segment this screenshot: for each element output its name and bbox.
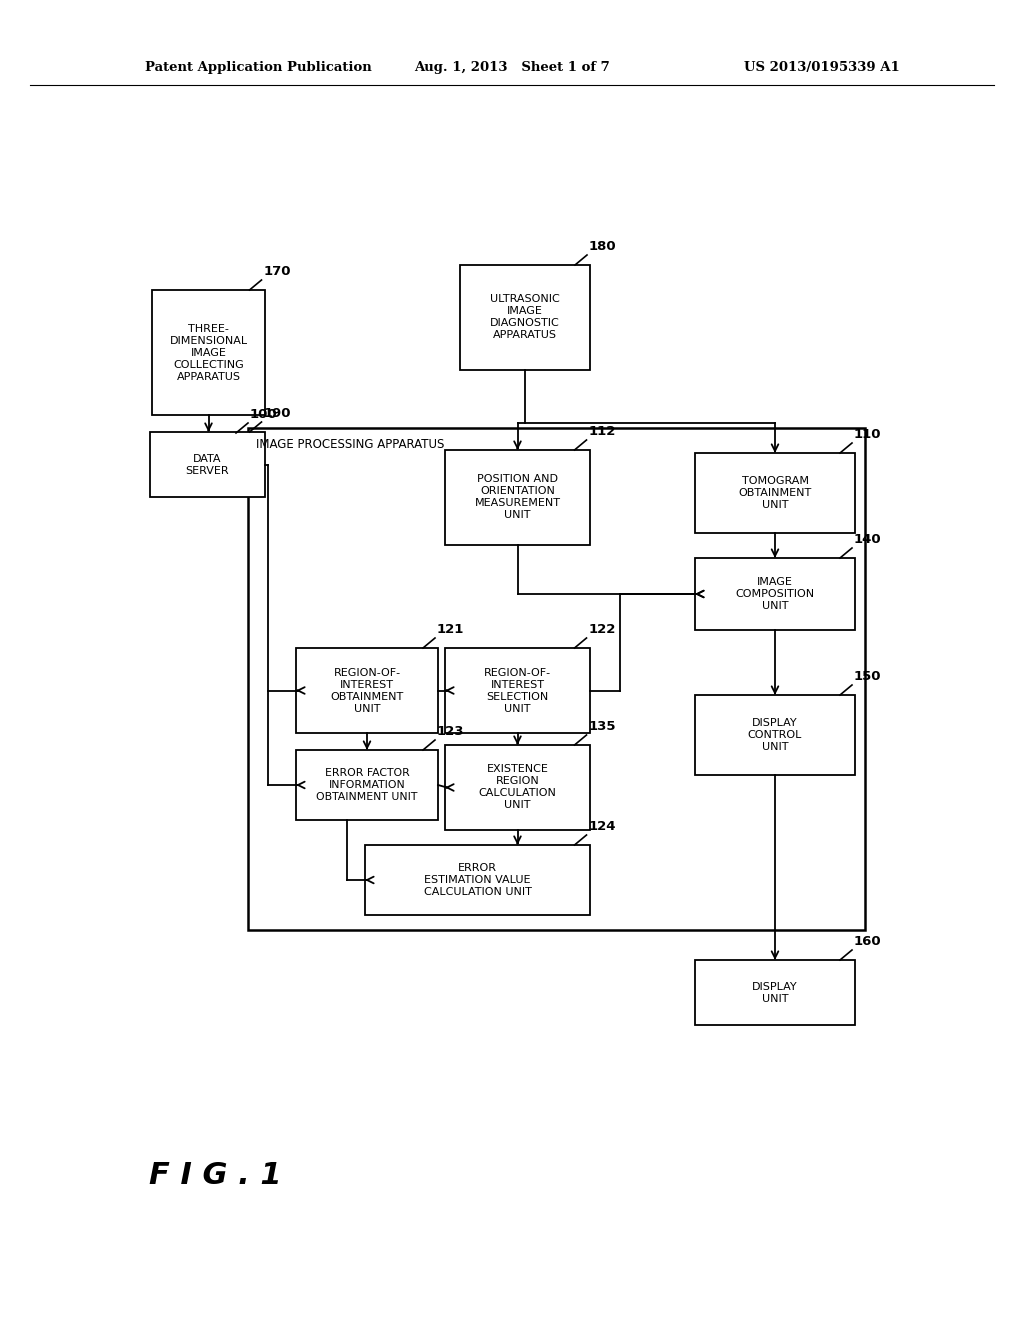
Text: 140: 140	[854, 533, 882, 546]
Text: 123: 123	[437, 725, 465, 738]
Bar	[296, 750, 438, 820]
Bar	[695, 960, 855, 1026]
Bar	[695, 453, 855, 533]
Text: 180: 180	[589, 240, 616, 253]
Text: 112: 112	[589, 425, 615, 438]
Bar	[248, 428, 865, 931]
Text: 190: 190	[263, 407, 291, 420]
Text: 170: 170	[263, 265, 291, 279]
Bar	[152, 290, 265, 414]
Text: ULTRASONIC
IMAGE
DIAGNOSTIC
APPARATUS: ULTRASONIC IMAGE DIAGNOSTIC APPARATUS	[490, 294, 560, 341]
Text: POSITION AND
ORIENTATION
MEASUREMENT
UNIT: POSITION AND ORIENTATION MEASUREMENT UNI…	[474, 474, 560, 520]
Text: IMAGE
COMPOSITION
UNIT: IMAGE COMPOSITION UNIT	[735, 577, 814, 611]
Text: 122: 122	[589, 623, 615, 636]
Bar	[150, 432, 265, 498]
Bar	[695, 696, 855, 775]
Bar	[445, 450, 590, 545]
Text: 135: 135	[589, 719, 616, 733]
Text: 121: 121	[437, 623, 464, 636]
Text: IMAGE PROCESSING APPARATUS: IMAGE PROCESSING APPARATUS	[256, 437, 444, 450]
Text: 124: 124	[589, 820, 616, 833]
Text: DISPLAY
UNIT: DISPLAY UNIT	[753, 982, 798, 1003]
Bar	[695, 558, 855, 630]
Bar	[365, 845, 590, 915]
Text: ERROR
ESTIMATION VALUE
CALCULATION UNIT: ERROR ESTIMATION VALUE CALCULATION UNIT	[424, 863, 531, 898]
Text: Aug. 1, 2013   Sheet 1 of 7: Aug. 1, 2013 Sheet 1 of 7	[414, 62, 610, 74]
Text: REGION-OF-
INTEREST
SELECTION
UNIT: REGION-OF- INTEREST SELECTION UNIT	[484, 668, 551, 714]
Text: DATA
SERVER: DATA SERVER	[185, 454, 229, 475]
Text: US 2013/0195339 A1: US 2013/0195339 A1	[744, 62, 900, 74]
Bar	[445, 648, 590, 733]
Bar	[296, 648, 438, 733]
Text: REGION-OF-
INTEREST
OBTAINMENT
UNIT: REGION-OF- INTEREST OBTAINMENT UNIT	[331, 668, 403, 714]
Text: TOMOGRAM
OBTAINMENT
UNIT: TOMOGRAM OBTAINMENT UNIT	[738, 477, 812, 510]
Text: DISPLAY
CONTROL
UNIT: DISPLAY CONTROL UNIT	[748, 718, 802, 752]
Text: F I G . 1: F I G . 1	[148, 1160, 282, 1189]
Text: ERROR FACTOR
INFORMATION
OBTAINMENT UNIT: ERROR FACTOR INFORMATION OBTAINMENT UNIT	[316, 768, 418, 803]
Text: EXISTENCE
REGION
CALCULATION
UNIT: EXISTENCE REGION CALCULATION UNIT	[478, 764, 556, 810]
Text: 110: 110	[854, 428, 882, 441]
Text: 150: 150	[854, 671, 882, 682]
Text: Patent Application Publication: Patent Application Publication	[145, 62, 372, 74]
Bar	[460, 265, 590, 370]
Text: THREE-
DIMENSIONAL
IMAGE
COLLECTING
APPARATUS: THREE- DIMENSIONAL IMAGE COLLECTING APPA…	[169, 323, 248, 381]
Text: 160: 160	[854, 935, 882, 948]
Text: 100: 100	[250, 408, 278, 421]
Bar	[445, 744, 590, 830]
